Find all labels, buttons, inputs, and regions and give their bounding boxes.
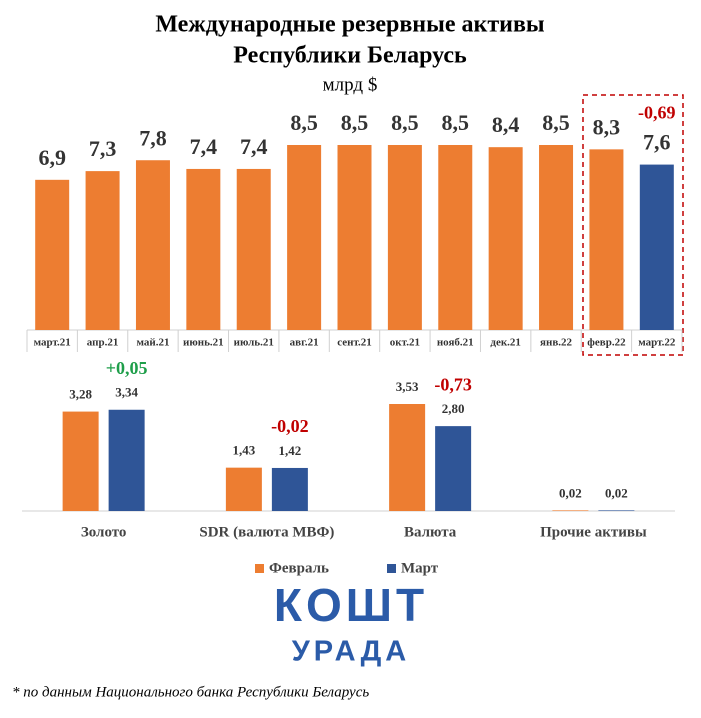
x-tick-label: окт.21 [390,337,420,349]
bar [438,145,473,330]
bar [435,426,472,511]
footnote: * по данным Национального банка Республи… [12,684,369,700]
x-tick-label: июнь.21 [183,337,224,349]
value-label: 8,5 [542,110,570,135]
value-label: 1,42 [279,443,302,458]
legend-label: Март [401,560,439,576]
bar [389,404,426,511]
bar [85,171,120,330]
bar [337,145,372,330]
x-tick-label: февр.22 [587,337,626,349]
x-tick-label: май.21 [136,337,169,349]
value-label: 8,4 [492,112,520,137]
value-label: 3,28 [69,387,92,402]
annotation: -0,69 [638,103,676,123]
value-label: 7,4 [240,134,268,159]
legend-swatch [387,564,396,573]
bar [639,164,674,330]
bar [236,168,271,330]
value-label: 7,4 [190,134,218,159]
title-line: Международные резервные активы [155,12,545,38]
bar [387,145,422,330]
bar [598,510,635,511]
x-tick-label: Прочие активы [540,524,647,540]
x-tick-label: апр.21 [87,337,119,349]
bar [589,149,624,330]
bar [35,179,70,330]
value-label: 8,5 [442,110,470,135]
value-label: 7,8 [139,125,167,150]
annotation: -0,02 [271,416,309,436]
x-tick-label: SDR (валюта МВФ) [199,524,334,540]
bar [62,411,99,511]
x-tick-label: март.22 [638,337,676,349]
subtitle: млрд $ [323,74,378,95]
value-label: 7,6 [643,130,671,155]
bar [539,145,574,330]
bar [186,168,221,330]
value-label: 3,34 [115,385,138,400]
logo-bottom: УРАДА [292,636,410,668]
bar [108,409,145,511]
x-tick-label: авг.21 [290,337,319,349]
x-tick-label: дек.21 [490,337,521,349]
x-tick-label: март.21 [34,337,71,349]
value-label: 8,5 [290,110,318,135]
x-tick-label: нояб.21 [437,337,474,349]
bar [287,145,322,330]
bar [552,510,589,511]
x-tick-label: Золото [81,524,127,540]
value-label: 1,43 [233,443,256,458]
bar [135,160,170,330]
annotation: +0,05 [106,358,148,378]
value-label: 6,9 [38,145,66,170]
x-tick-label: сент.21 [337,337,372,349]
x-tick-label: июль.21 [234,337,274,349]
x-tick-label: янв.22 [540,337,572,349]
legend-swatch [255,564,264,573]
value-label: 0,02 [605,485,628,500]
value-label: 8,5 [391,110,419,135]
value-label: 8,5 [341,110,369,135]
value-label: 3,53 [396,379,419,394]
bar [488,147,523,330]
value-label: 2,80 [442,401,465,416]
highlight-box [582,94,684,356]
bar [271,467,308,511]
bar [225,467,262,511]
value-label: 7,3 [89,136,117,161]
x-tick-label: Валюта [404,524,457,540]
annotation: -0,73 [434,374,472,394]
title-line: Республики Беларусь [233,43,467,69]
value-label: 8,3 [593,114,621,139]
logo-top: КОШТ [274,579,428,631]
value-label: 0,02 [559,485,582,500]
legend-label: Февраль [269,560,329,576]
